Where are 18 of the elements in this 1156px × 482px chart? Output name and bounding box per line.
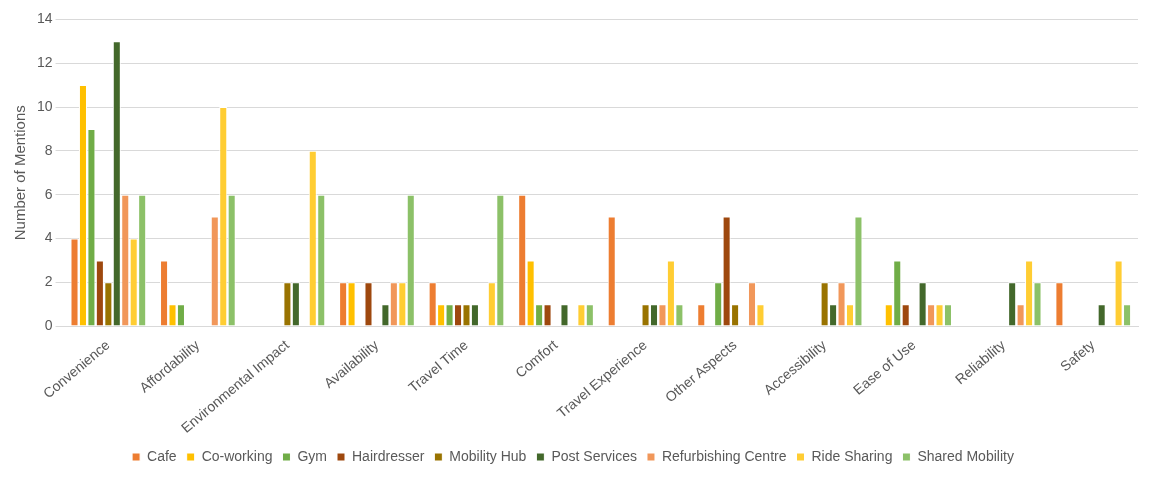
y-tick-label: 2 — [44, 273, 53, 290]
y-axis-title: Number of Mentions — [11, 105, 29, 241]
legend-label: Mobility Hub — [449, 447, 527, 464]
y-tick-label: 14 — [36, 10, 53, 27]
legend-label: Hairdresser — [352, 447, 425, 464]
y-tick-label: 10 — [36, 97, 53, 114]
y-tick-label: 8 — [44, 141, 53, 158]
legend-label: Refurbishing Centre — [661, 447, 787, 464]
legend-label: Cafe — [147, 447, 177, 464]
legend-label: Co-working — [201, 447, 273, 464]
y-tick-label: 6 — [44, 185, 53, 202]
y-tick-label: 4 — [44, 229, 53, 246]
legend-label: Ride Sharing — [811, 447, 893, 464]
legend-label: Post Services — [551, 447, 637, 464]
legend-label: Shared Mobility — [917, 447, 1014, 464]
legend-label: Gym — [297, 447, 328, 464]
y-tick-label: 0 — [44, 316, 53, 333]
y-tick-label: 12 — [36, 54, 53, 71]
